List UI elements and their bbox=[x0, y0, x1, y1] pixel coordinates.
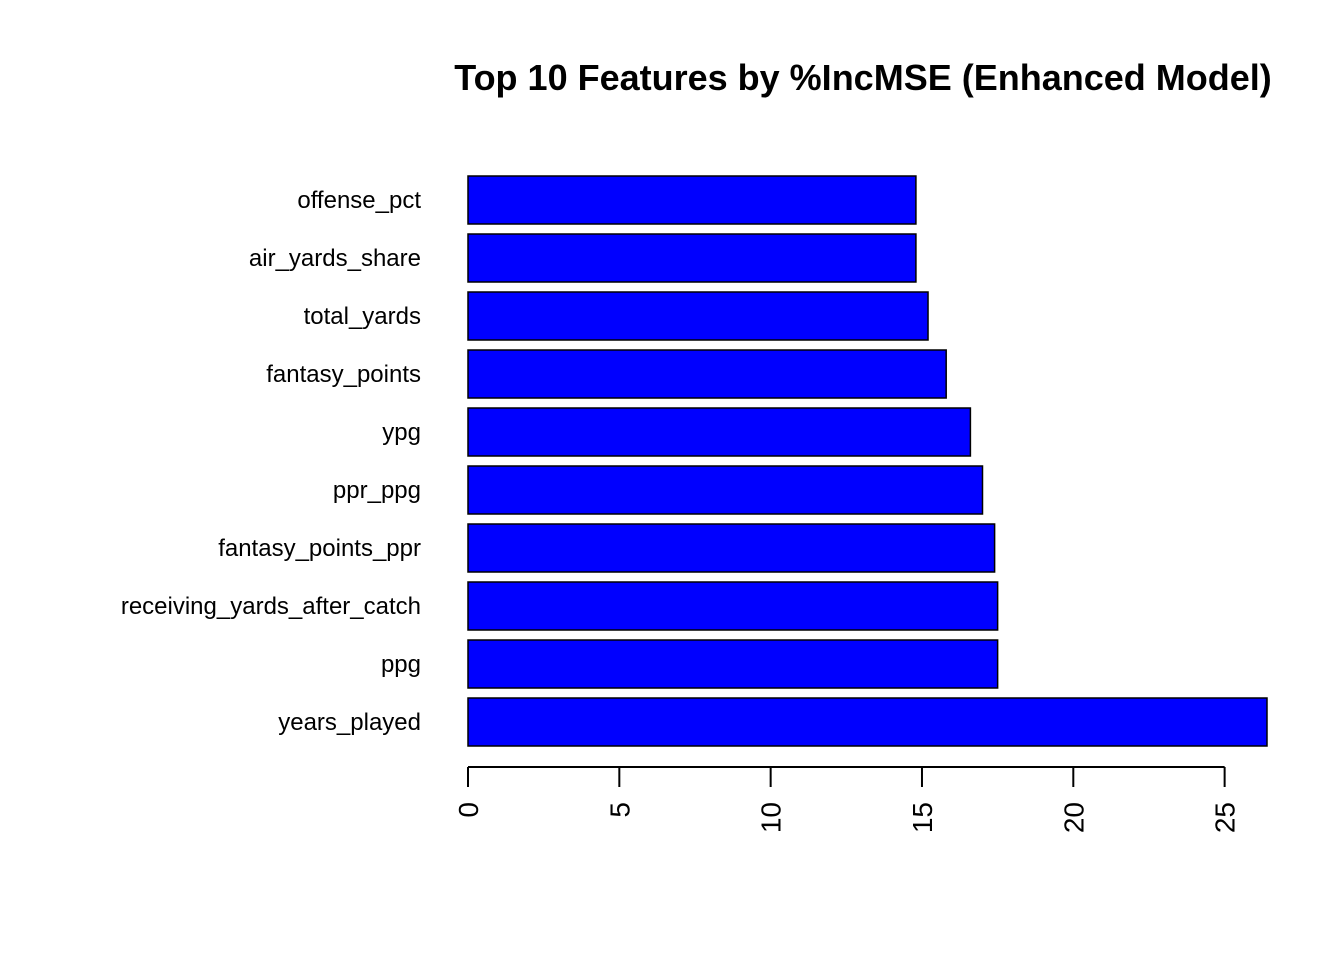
category-labels: offense_pct air_yards_share total_yardsfan… bbox=[121, 187, 422, 736]
bars-layer bbox=[467, 175, 1268, 747]
bar-air_yards_share bbox=[467, 233, 917, 283]
x-tick-label: 25 bbox=[1210, 802, 1241, 833]
bar-total_yards bbox=[467, 291, 929, 341]
bar-fantasy_points bbox=[467, 349, 947, 399]
bar-receiving_yards_after_catch bbox=[467, 581, 999, 631]
category-label: ypg bbox=[382, 419, 421, 446]
bar-ppr_ppg bbox=[467, 465, 984, 515]
bar-ppg bbox=[467, 639, 999, 689]
x-tick-label: 15 bbox=[907, 802, 938, 833]
bar-offense_pct bbox=[467, 175, 917, 225]
x-tick-label: 20 bbox=[1058, 802, 1089, 833]
category-label: fantasy_points_ppr bbox=[218, 535, 421, 562]
bar-ypg bbox=[467, 407, 972, 457]
x-tick-label: 10 bbox=[756, 802, 787, 833]
category-label: receiving_yards_after_catch bbox=[121, 593, 421, 620]
x-tick-label: 5 bbox=[604, 802, 635, 818]
category-label: ppr_ppg bbox=[333, 477, 421, 504]
category-label: ppg bbox=[381, 651, 421, 678]
category-label: total_yards bbox=[304, 303, 421, 330]
x-tick-label: 0 bbox=[453, 802, 484, 818]
category-label: air_yards_share bbox=[249, 245, 421, 272]
category-label: years_played bbox=[278, 709, 421, 736]
category-label: offense_pct bbox=[297, 187, 421, 214]
chart-title: Top 10 Features by %IncMSE (Enhanced Mod… bbox=[454, 57, 1271, 98]
bar-years_played bbox=[467, 697, 1268, 747]
bar-fantasy_points_ppr bbox=[467, 523, 996, 573]
x-axis: 0 5 10 15 20 25 bbox=[453, 766, 1241, 833]
category-label: fantasy_points bbox=[266, 361, 421, 388]
